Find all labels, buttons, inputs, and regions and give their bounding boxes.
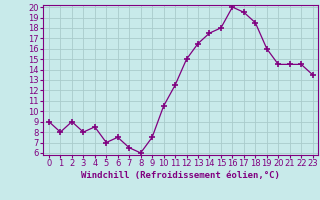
X-axis label: Windchill (Refroidissement éolien,°C): Windchill (Refroidissement éolien,°C) [81, 171, 280, 180]
